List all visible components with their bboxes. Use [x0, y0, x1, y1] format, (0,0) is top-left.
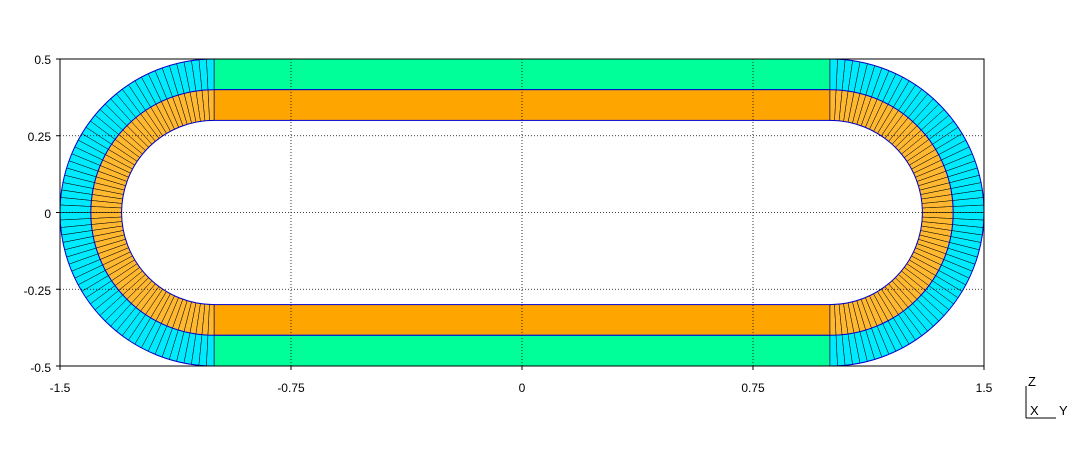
y-tick-label: 0 [44, 207, 51, 221]
left-outer-arc-element [59, 204, 92, 213]
left-arc-outline [121, 119, 215, 306]
top-inner-layer [213, 89, 831, 121]
x-tick-label: 0.75 [741, 381, 765, 395]
x-tick-labels: -1.5 -0.75 0 0.75 1.5 [50, 381, 993, 395]
triad-label-horizontal: Y [1059, 403, 1068, 418]
axis-triad: Z X Y [1025, 374, 1068, 419]
left-outer-arc-element [206, 334, 215, 367]
triad-label-vertical: Z [1028, 374, 1036, 389]
y-tick-label: 0.25 [28, 130, 52, 144]
right-arc-outline [829, 89, 954, 336]
x-tick-label: -0.75 [277, 381, 305, 395]
y-tick-label: -0.5 [30, 361, 51, 375]
x-tick-label: 1.5 [976, 381, 993, 395]
triad-label-out: X [1030, 403, 1039, 418]
x-tick-label: -1.5 [50, 381, 71, 395]
y-tick-label: -0.25 [24, 284, 52, 298]
y-tick-labels: 0.5 0.25 0 -0.25 -0.5 [24, 53, 52, 375]
y-tick-label: 0.5 [34, 53, 51, 67]
plot-frame [59, 58, 985, 367]
right-arc-outline [829, 119, 923, 306]
bottom-inner-layer [213, 304, 831, 336]
mesh-layer [59, 58, 985, 367]
x-tick-label: 0 [519, 381, 526, 395]
right-outer-arc-element [829, 58, 838, 91]
right-outer-arc-element [952, 212, 985, 221]
grid-lines [56, 58, 985, 370]
